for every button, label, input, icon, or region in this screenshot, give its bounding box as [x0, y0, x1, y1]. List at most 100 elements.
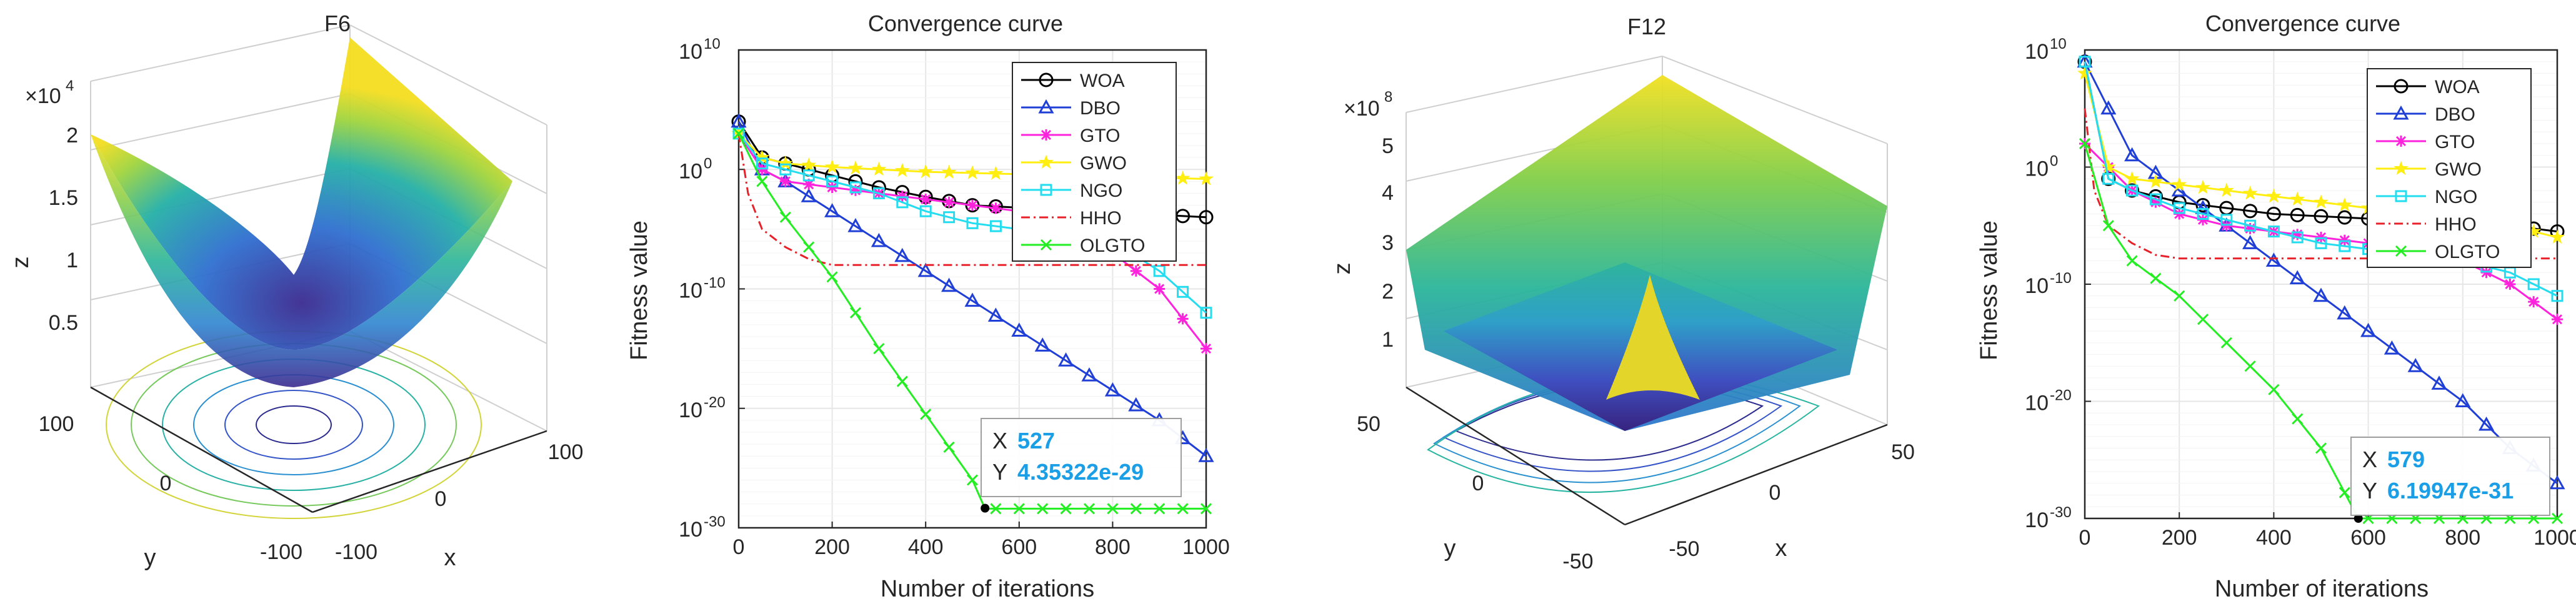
y-tick-exponent: 0	[2050, 153, 2058, 170]
marker-gwo	[754, 149, 770, 164]
f6-ytick: 100	[39, 412, 74, 436]
legend-label-woa: WOA	[2435, 77, 2480, 97]
marker-ngo	[779, 163, 792, 176]
marker-olgto	[2244, 360, 2256, 372]
f6-ztick: 1	[66, 249, 78, 272]
f12-convergence-panel: Convergence curve Number of iterations F…	[1937, 0, 2576, 606]
marker-gwo	[965, 165, 980, 180]
legend-label-gwo: GWO	[1080, 153, 1127, 174]
marker-gwo	[2077, 65, 2092, 80]
marker-ngo	[1153, 265, 1166, 277]
f12-base-axes	[1405, 386, 1888, 526]
marker-gto	[990, 202, 1002, 214]
marker-dbo	[2431, 375, 2447, 390]
marker-olgto	[2126, 255, 2138, 267]
marker-dbo	[1128, 397, 1144, 412]
marker-gwo	[848, 160, 863, 175]
marker-gto	[756, 164, 768, 176]
marker-dbo	[1104, 382, 1121, 397]
marker-ngo	[2126, 184, 2139, 197]
marker-dbo	[1034, 337, 1051, 352]
marker-dbo	[1011, 322, 1027, 337]
legend-marker-olgto	[2395, 245, 2407, 257]
marker-olgto	[1083, 503, 1096, 515]
f12-surface-spike	[1606, 275, 1700, 400]
marker-olgto	[1177, 503, 1189, 515]
f12-ztick: 1	[1382, 328, 1394, 352]
marker-gto	[779, 176, 791, 187]
marker-dbo	[2337, 305, 2353, 320]
conv2-xlabel: Number of iterations	[2215, 576, 2429, 602]
marker-gwo	[2266, 188, 2282, 203]
y-tick-label: 10	[2025, 157, 2049, 181]
marker-ngo	[966, 217, 979, 229]
y-tick-label: 10	[679, 518, 702, 542]
marker-olgto	[1037, 503, 1049, 515]
marker-dbo	[2407, 358, 2424, 372]
f6-ztick: 0.5	[49, 311, 78, 335]
marker-olgto	[943, 441, 955, 453]
marker-gto	[2528, 296, 2540, 308]
marker-woa	[2290, 207, 2305, 222]
f12-z-multiplier-exp: 8	[1384, 89, 1392, 106]
marker-ngo	[2527, 278, 2540, 290]
f12-title: F12	[1627, 14, 1666, 39]
marker-gwo	[2148, 174, 2164, 188]
marker-gto	[1154, 283, 1166, 295]
legend-label-olgto: OLGTO	[1080, 235, 1145, 256]
marker-gto	[2244, 222, 2256, 234]
marker-gwo	[2100, 159, 2116, 174]
datatip-y-label: Y	[992, 459, 1007, 485]
f12-ztick: 2	[1382, 280, 1394, 304]
marker-woa	[2125, 183, 2140, 198]
f6-surface	[91, 37, 512, 350]
marker-gwo	[871, 161, 887, 176]
y-tick-exponent: -30	[704, 513, 726, 530]
marker-olgto	[803, 241, 815, 253]
marker-ngo	[989, 220, 1002, 232]
marker-gwo	[918, 164, 934, 179]
marker-gwo	[2242, 186, 2258, 200]
conv1-ylabel: Fitness value	[626, 220, 652, 360]
f12-ztick: 5	[1382, 134, 1394, 158]
datatip-x-value: 579	[2387, 447, 2425, 472]
marker-olgto	[1013, 503, 1025, 515]
marker-ngo	[2315, 237, 2327, 249]
x-tick-label: 800	[2445, 526, 2480, 550]
marker-ngo	[2149, 193, 2162, 205]
marker-olgto	[1060, 503, 1072, 515]
f12-ytick: 50	[1357, 412, 1380, 436]
marker-dbo	[941, 277, 957, 292]
y-tick-label: 10	[679, 279, 702, 303]
legend-label-hho: HHO	[1080, 208, 1122, 229]
marker-olgto	[826, 271, 838, 283]
marker-ngo	[802, 169, 815, 182]
datatip-x-label: X	[2362, 447, 2377, 472]
series-line-hho	[737, 133, 1206, 266]
marker-ngo	[2267, 225, 2280, 238]
marker-ngo	[2551, 290, 2564, 302]
marker-olgto	[2268, 384, 2280, 395]
marker-gto	[967, 199, 978, 211]
marker-dbo	[2289, 270, 2305, 285]
datatip-point	[981, 503, 990, 513]
marker-dbo	[2360, 322, 2377, 337]
legend-marker-dbo	[1038, 99, 1054, 114]
f6-ylabel: y	[144, 545, 156, 571]
f6-title: F6	[324, 11, 351, 36]
marker-dbo	[2455, 393, 2471, 407]
f12-ytick: 0	[1472, 472, 1484, 495]
marker-olgto	[732, 127, 745, 139]
y-tick-exponent: -30	[2050, 504, 2072, 521]
y-tick-label: 10	[679, 399, 702, 422]
marker-gto	[943, 196, 955, 208]
marker-ngo	[1200, 307, 1212, 319]
f6-surface-front	[91, 134, 512, 387]
y-tick-exponent: -10	[704, 275, 726, 292]
marker-ngo	[943, 211, 956, 224]
y-tick-exponent: -20	[2050, 387, 2072, 404]
marker-olgto	[2339, 487, 2350, 498]
marker-olgto	[756, 176, 768, 187]
marker-woa	[2337, 210, 2352, 225]
f12-ztick: 3	[1382, 231, 1394, 255]
